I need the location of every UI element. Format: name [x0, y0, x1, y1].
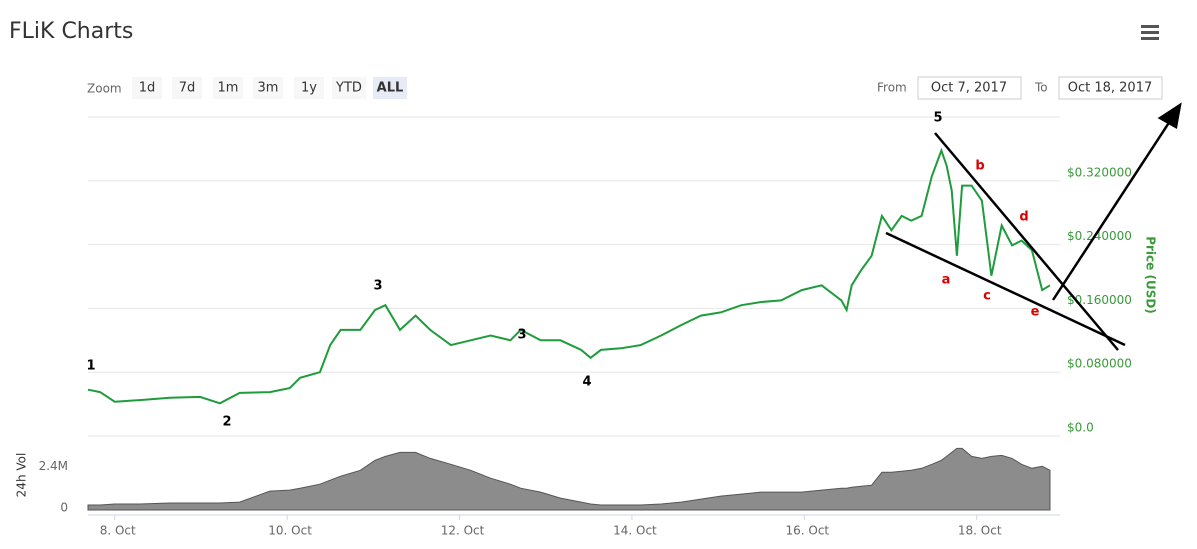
y-tick-label: $0.0 — [1067, 421, 1094, 435]
price-line — [87, 147, 1051, 405]
zoom-button[interactable] — [294, 77, 324, 99]
price-axis-title: Price (USD) — [1144, 236, 1158, 314]
wave-label: c — [983, 289, 991, 304]
y-tick-label: 0 — [60, 501, 68, 515]
zoom-button-label: 1y — [301, 81, 317, 96]
to-value: Oct 18, 2017 — [1068, 81, 1153, 96]
wave-label: 2 — [222, 415, 231, 430]
wave-label: a — [942, 273, 951, 288]
y-tick-label: $0.080000 — [1067, 357, 1132, 371]
wave-label: 5 — [933, 111, 942, 126]
to-label: To — [1034, 81, 1048, 95]
x-tick-label: 12. Oct — [441, 524, 485, 538]
x-tick-label: 10. Oct — [268, 524, 312, 538]
y-tick-label: $0.160000 — [1067, 293, 1132, 307]
wave-label: e — [1031, 305, 1040, 320]
chart-title: FLiK Charts — [9, 19, 133, 44]
x-tick-label: 18. Oct — [958, 524, 1002, 538]
wave-label: b — [975, 159, 984, 174]
to-input[interactable] — [1058, 76, 1163, 100]
zoom-button-label: 7d — [179, 81, 196, 96]
wave-label: 3 — [373, 279, 382, 294]
zoom-label: Zoom — [87, 82, 122, 96]
volume-area — [87, 447, 1051, 511]
zoom-button-label: 1d — [139, 81, 156, 96]
y-tick-label: 2.4M — [39, 459, 68, 473]
zoom-button[interactable] — [172, 77, 202, 99]
zoom-button-label: 3m — [258, 81, 279, 96]
zoom-button[interactable] — [253, 77, 283, 99]
zoom-button-label: ALL — [377, 81, 404, 96]
y-tick-label: $0.240000 — [1067, 229, 1132, 243]
zoom-button[interactable] — [373, 77, 407, 99]
from-input[interactable] — [917, 76, 1022, 100]
from-value: Oct 7, 2017 — [931, 81, 1007, 96]
y-tick-label: $0.320000 — [1067, 165, 1132, 179]
wave-label: 3 — [517, 328, 526, 343]
from-label: From — [877, 81, 907, 95]
zoom-button-label: 1m — [218, 81, 239, 96]
x-tick-label: 8. Oct — [100, 524, 136, 538]
x-tick-label: 16. Oct — [785, 524, 829, 538]
menu-icon[interactable] — [1141, 25, 1159, 40]
zoom-button-label: YTD — [335, 81, 362, 96]
wave-label: 1 — [86, 359, 95, 374]
volume-axis-title: 24h Vol — [15, 453, 29, 498]
zoom-button[interactable] — [132, 77, 162, 99]
zoom-button[interactable] — [213, 77, 243, 99]
x-tick-label: 14. Oct — [613, 524, 657, 538]
zoom-button[interactable] — [332, 77, 366, 99]
wave-label: d — [1019, 210, 1028, 225]
wave-label: 4 — [582, 375, 591, 390]
trend-lines — [885, 102, 1182, 351]
